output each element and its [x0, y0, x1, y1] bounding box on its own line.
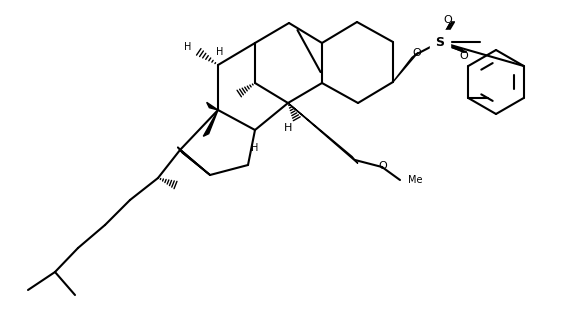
Polygon shape — [178, 147, 210, 175]
Text: O: O — [379, 161, 387, 171]
Polygon shape — [288, 103, 358, 163]
Text: O: O — [444, 15, 452, 25]
Text: S: S — [436, 36, 444, 48]
Text: H: H — [184, 42, 192, 52]
Text: H: H — [216, 47, 224, 57]
Text: Me: Me — [408, 175, 422, 185]
Text: O: O — [460, 51, 468, 61]
Text: H: H — [284, 123, 292, 133]
Polygon shape — [203, 110, 218, 136]
Polygon shape — [207, 102, 218, 110]
Polygon shape — [177, 147, 210, 175]
Polygon shape — [393, 52, 418, 82]
Text: O: O — [413, 48, 421, 58]
Text: H: H — [251, 143, 259, 153]
